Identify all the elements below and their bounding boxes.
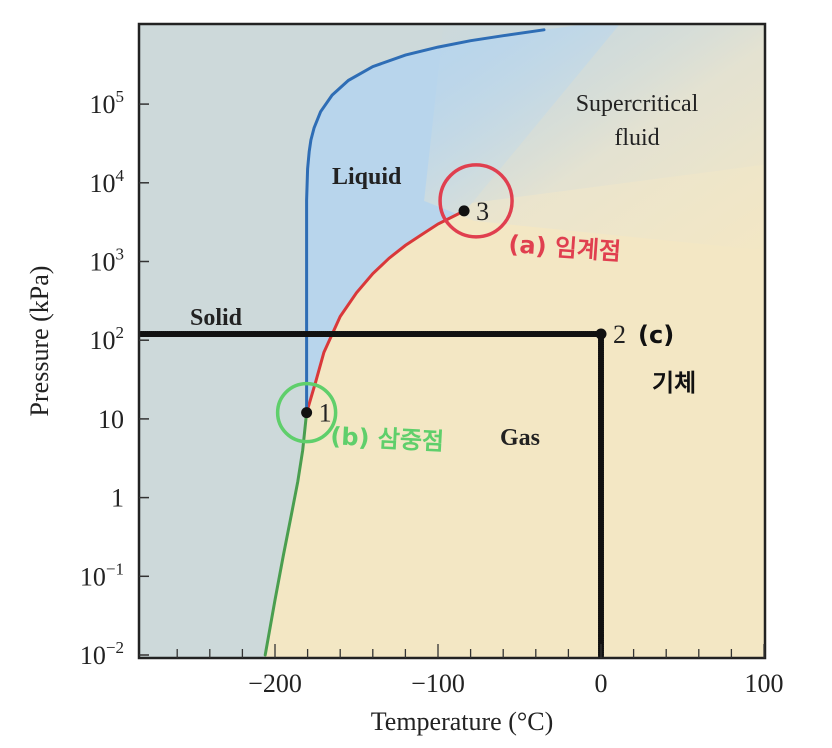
triple-point-circle — [275, 381, 338, 444]
region-label-liquid: Liquid — [332, 164, 402, 190]
y-tick-label: 10−2 — [80, 638, 124, 670]
y-tick-label: 102 — [90, 323, 125, 355]
x-axis-title: Temperature (°C) — [371, 707, 554, 736]
x-tick-label: 0 — [595, 669, 608, 698]
region-label-fluid: fluid — [614, 125, 659, 151]
series-line-vaporization — [305, 209, 466, 415]
plot-frame — [137, 22, 767, 660]
y-tick-label: 10 — [98, 405, 124, 434]
y-tick-label: 104 — [90, 166, 125, 198]
gas-region — [265, 164, 765, 658]
point-label-1: 1 — [319, 399, 332, 428]
annotation-gas-korean: 기체 — [652, 369, 696, 397]
critical-point-circle — [438, 163, 514, 239]
x-tick-label: −100 — [411, 669, 465, 698]
x-tick-label: 100 — [745, 669, 784, 698]
y-tick-label: 105 — [90, 87, 125, 119]
series-line-sublimation — [263, 411, 309, 657]
point-marker-1 — [301, 407, 313, 419]
point-marker-2 — [595, 328, 607, 340]
y-tick-label: 10−1 — [80, 559, 124, 591]
region-label-solid: Solid — [190, 305, 243, 331]
y-tick-label: 1 — [111, 484, 124, 513]
x-tick-label: −200 — [248, 669, 302, 698]
annotation-triple-point: (b) 삼중점 — [330, 422, 445, 456]
region-label-supercritical: Supercritical — [576, 91, 699, 117]
supercritical-blend — [424, 24, 765, 251]
y-tick-label: 103 — [90, 245, 125, 277]
point-marker-3 — [458, 205, 470, 217]
point-label-2: 2 — [613, 320, 626, 349]
annotation-gas-c: (c) — [638, 321, 674, 349]
point-label-3: 3 — [476, 197, 489, 226]
y-axis-title: Pressure (kPa) — [25, 266, 54, 417]
region-label-gas: Gas — [500, 425, 540, 451]
liquid-region — [306, 24, 620, 413]
series-line-fusion — [305, 28, 546, 415]
